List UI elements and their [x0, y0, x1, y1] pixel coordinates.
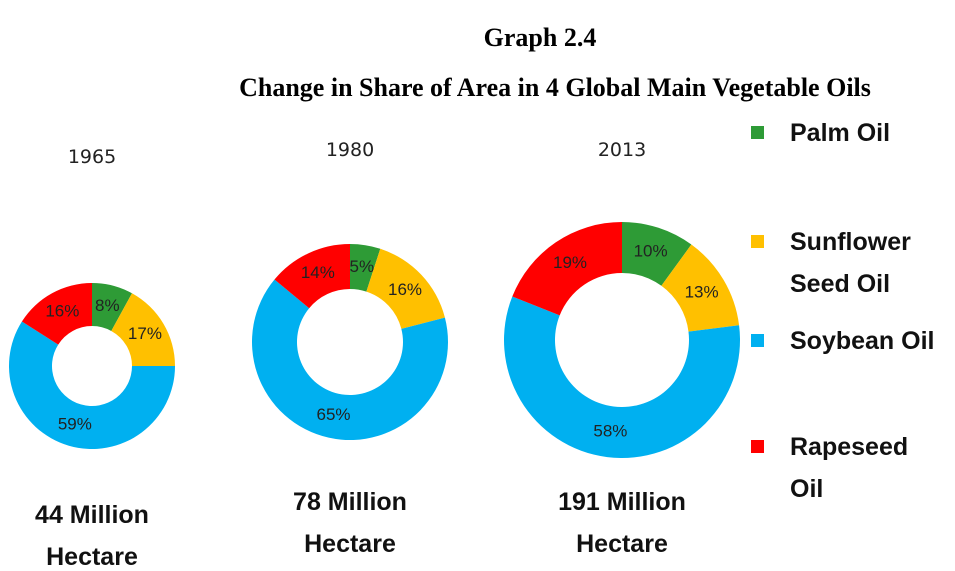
legend-label: Sunflower Seed Oil	[790, 228, 911, 298]
donut-slice	[512, 222, 622, 316]
donut-slice	[661, 244, 740, 332]
data-label: 16%	[388, 280, 422, 299]
data-label: 59%	[58, 415, 92, 434]
data-label: 10%	[634, 242, 668, 261]
data-label: 58%	[593, 421, 627, 440]
donut-slice	[251, 279, 449, 441]
pie-label: 1965	[68, 146, 116, 168]
pie-label: 2013	[598, 139, 646, 161]
legend-label: Palm Oil	[790, 119, 891, 147]
donut-slice	[274, 244, 350, 309]
data-label: 14%	[301, 263, 335, 282]
data-label: 5%	[350, 257, 375, 276]
total-label: 78 Million Hectare	[293, 488, 407, 558]
legend-swatch	[751, 235, 764, 248]
chart-subtitle: Change in Share of Area in 4 Global Main…	[239, 73, 871, 102]
data-label: 13%	[685, 282, 719, 301]
donut-slice	[350, 244, 381, 292]
total-label: 191 Million Hectare	[558, 488, 686, 558]
legend-label: Rapeseed Oil	[790, 433, 909, 503]
data-label: 65%	[317, 405, 351, 424]
legend-swatch	[751, 334, 764, 347]
data-label: 16%	[45, 302, 79, 321]
legend-swatch	[751, 126, 764, 139]
donut-slice	[366, 248, 445, 329]
data-label: 17%	[128, 324, 162, 343]
donut-slice	[503, 296, 740, 459]
data-label: 19%	[553, 253, 587, 272]
donut-slice	[21, 283, 92, 345]
donut-slice	[8, 321, 175, 449]
legend-swatch	[751, 440, 764, 453]
legend-label: Soybean Oil	[790, 327, 935, 355]
pie-label: 1980	[326, 139, 374, 161]
donut-slice	[622, 222, 692, 286]
total-label: 44 Million Hectare	[35, 501, 149, 571]
data-label: 8%	[95, 296, 120, 315]
chart-title: Graph 2.4	[484, 23, 597, 52]
donut-slice	[111, 293, 175, 366]
donut-slice	[92, 283, 132, 331]
